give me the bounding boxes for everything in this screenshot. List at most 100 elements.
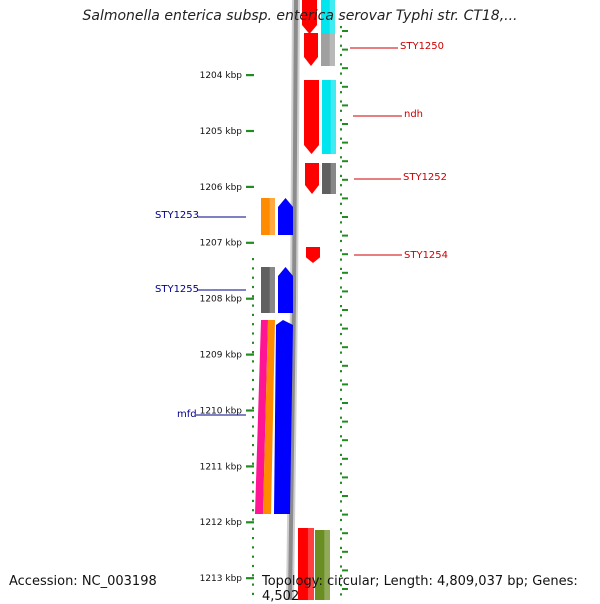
track-guide-dot [340,156,342,159]
kbp-label: 1204 kbp [200,71,243,81]
kbp-label: 1205 kbp [200,127,243,137]
track-guide-dot [340,314,342,317]
track-guide-dot [252,285,254,289]
track-guide-dot [252,527,254,530]
track-guide-dot [252,518,254,521]
track-guide-dash [342,253,348,256]
track-guide-dot [252,267,254,270]
track-guide-dot [252,388,254,391]
gene-box-bottom-olive [315,530,330,600]
kbp-label: 1213 kbp [200,574,243,584]
track-guide-dash [342,550,348,553]
kbp-label: 1209 kbp [200,351,243,361]
map-title: Salmonella enterica subsp. enterica sero… [82,8,518,24]
gene-arrow-mfd [274,320,293,514]
track-guide-dash [342,67,348,70]
track-guide-dot [340,277,342,280]
track-guide-dot [340,556,342,559]
gene-label-ndh: ndh [404,109,423,120]
track-guide-dash [342,234,348,237]
track-guide-dot [340,491,342,494]
kbp-tick [246,297,254,300]
gene-arrow-top [302,0,317,34]
track-guide-dot [252,499,254,502]
gene-arrow-ndh [304,80,319,154]
kbp-tick [246,465,254,468]
track-guide-dot [340,472,342,475]
track-guide-dot [252,583,254,586]
track-guide-dot [340,481,342,484]
track-guide-dot [252,313,254,316]
gene-label-sty1252: STY1252 [403,172,447,183]
gene-arrow-sty1252 [305,163,319,194]
track-guide-dot [340,128,342,131]
track-guide-dot [340,193,342,196]
track-guide-dot [340,286,342,289]
gene-box-ndh-shade [330,80,336,154]
track-guide-dot [340,63,342,66]
track-guide-dot [340,332,342,336]
track-guide-dot [340,435,342,438]
kbp-label: 1211 kbp [200,462,243,472]
track-guide-dot [252,555,254,558]
kbp-tick [246,577,254,580]
track-guide-dot [340,565,342,568]
track-guide-dot [252,360,254,363]
kbp-tick [246,241,254,244]
gene-label-sty1255: STY1255 [155,284,199,295]
track-guide-dash [342,30,348,32]
track-guide-dot [252,295,254,298]
kbp-tick [246,129,254,133]
kbp-tick [246,185,254,188]
track-guide-dot [252,462,254,465]
kbp-tick [246,409,254,412]
track-guide-dot [340,72,342,75]
track-guide-dash [342,569,348,572]
gene-box-bottom-olive-shade [324,530,330,600]
track-guide-dot [252,258,254,261]
track-guide-dash [342,197,348,200]
gene-box-sty1252 [322,163,336,194]
track-guide-dot [340,91,342,94]
track-guide-dot [252,592,254,595]
track-guide-dot [252,351,254,354]
kbp-tick [246,74,254,77]
track-guide-dot [252,564,254,568]
track-guide-dot [252,546,254,549]
track-guide-dash [342,420,348,423]
track-guide-dash [342,476,348,479]
track-guide-dot [340,528,342,531]
gene-label-sty1250: STY1250 [400,41,444,52]
track-guide-dash [342,290,348,293]
gene-arrow-sty1253 [278,198,293,235]
track-guide-dash [342,160,348,163]
track-guide-dot [340,574,342,577]
gene-box-sty1250 [321,33,335,66]
track-guide-dot [340,295,342,298]
track-guide-dot [340,249,342,252]
track-guide-dash [342,309,348,311]
gene-box-sty1255 [261,267,275,313]
track-guide-dot [252,574,254,577]
kbp-label: 1212 kbp [200,518,243,528]
track-guide-dash [342,383,348,386]
track-guide-dot [252,406,254,409]
track-guide-dash [342,457,348,460]
track-guide-dash [342,346,348,349]
track-guide-dash [342,123,348,125]
track-guide-dot [252,509,254,512]
track-guide-dot [340,370,342,373]
track-guide-dot [340,546,342,549]
track-guide-dot [340,202,342,205]
track-guide-dot [252,537,254,540]
track-guide-dot [340,425,342,429]
gene-box-bottom-red [298,528,314,600]
track-guide-dash [342,513,348,516]
kbp-label: 1208 kbp [200,295,243,305]
track-guide-dot [252,276,254,279]
track-guide-dot [252,416,254,419]
track-guide-dot [340,323,342,326]
track-guide-dot [340,518,342,522]
track-guide-dot [252,434,254,437]
kbp-label: 1206 kbp [200,183,243,193]
